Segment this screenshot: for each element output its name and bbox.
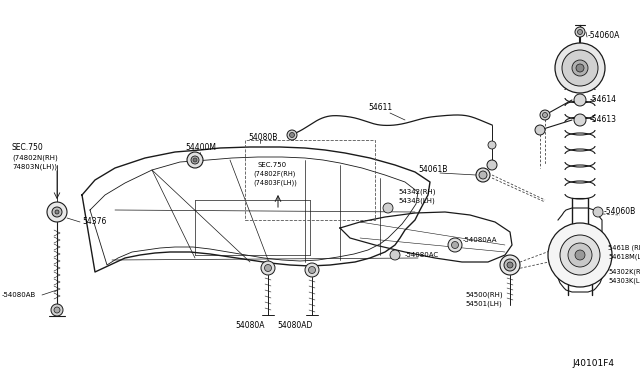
Text: 54343(LH): 54343(LH) [398,198,435,204]
Circle shape [575,27,585,37]
Circle shape [574,114,586,126]
Text: 5461B (RH): 5461B (RH) [608,245,640,251]
Text: SEC.750: SEC.750 [12,144,44,153]
Text: -54080AA: -54080AA [463,237,497,243]
Text: 54376: 54376 [82,218,106,227]
Circle shape [287,130,297,140]
Circle shape [568,243,592,267]
Circle shape [543,112,547,118]
Text: -54060B: -54060B [604,208,636,217]
Circle shape [451,241,458,248]
Text: 54061B: 54061B [418,166,447,174]
Circle shape [191,156,199,164]
Text: 54500(RH): 54500(RH) [465,292,502,298]
Text: (74802F(RH): (74802F(RH) [253,171,296,177]
Text: SEC.750: SEC.750 [257,162,286,168]
Circle shape [264,264,271,272]
Text: 54618M(LH): 54618M(LH) [608,254,640,260]
Circle shape [507,262,513,268]
Text: 54080B: 54080B [248,132,277,141]
Circle shape [390,250,400,260]
Circle shape [540,110,550,120]
Circle shape [289,132,294,138]
Bar [245,140,375,220]
Circle shape [261,261,275,275]
Circle shape [305,263,319,277]
Text: 54080AD: 54080AD [277,321,313,330]
Circle shape [308,266,316,273]
Circle shape [548,223,612,287]
Text: -54613: -54613 [590,115,617,125]
Circle shape [574,94,586,106]
Circle shape [383,203,393,213]
Circle shape [576,64,584,72]
Text: 54303K(LH): 54303K(LH) [608,278,640,284]
Circle shape [555,43,605,93]
Circle shape [193,158,197,162]
Text: -54614: -54614 [590,96,617,105]
Text: 54080A: 54080A [236,321,265,330]
Text: -54060A: -54060A [588,31,620,39]
Circle shape [47,202,67,222]
Circle shape [572,60,588,76]
Circle shape [54,307,60,313]
Circle shape [52,207,62,217]
Text: -54080AB: -54080AB [2,292,36,298]
Circle shape [487,160,497,170]
Circle shape [51,304,63,316]
Text: 54302K(RH): 54302K(RH) [608,269,640,275]
Text: 74803N(LH)): 74803N(LH)) [12,164,57,170]
Circle shape [187,152,203,168]
Circle shape [575,250,585,260]
Circle shape [479,171,487,179]
Circle shape [593,207,603,217]
Circle shape [504,259,516,271]
Circle shape [562,50,598,86]
Circle shape [488,141,496,149]
Text: (74803F(LH)): (74803F(LH)) [253,180,297,186]
Text: 54342(RH): 54342(RH) [398,189,435,195]
Circle shape [577,29,582,35]
Text: 54501(LH): 54501(LH) [465,301,502,307]
Text: 54611: 54611 [368,103,392,112]
Circle shape [476,168,490,182]
Circle shape [448,238,462,252]
Circle shape [535,125,545,135]
Text: J40101F4: J40101F4 [572,359,614,368]
Text: -54080AC: -54080AC [405,252,439,258]
Circle shape [560,235,600,275]
Circle shape [55,210,59,214]
Circle shape [500,255,520,275]
Text: (74802N(RH): (74802N(RH) [12,155,58,161]
Text: 54400M: 54400M [185,144,216,153]
